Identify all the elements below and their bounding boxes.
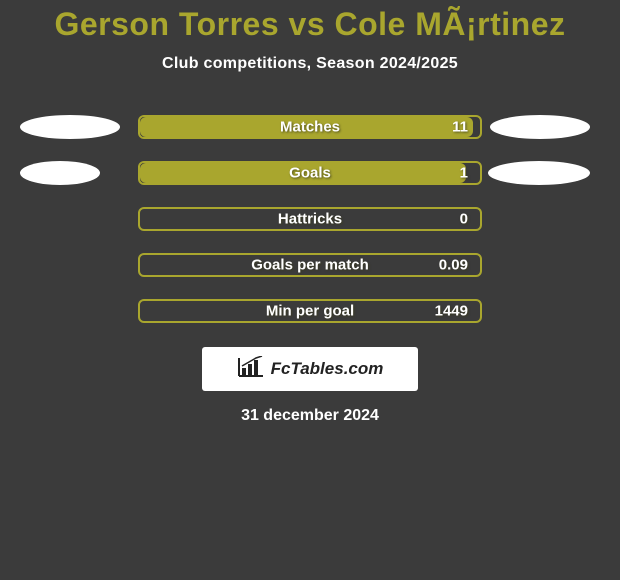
- stat-row: Goals 1: [10, 161, 610, 185]
- stat-value: 11: [452, 119, 468, 136]
- stat-label: Hattricks: [278, 211, 342, 228]
- stat-bar: Min per goal 1449: [138, 299, 482, 323]
- subtitle: Club competitions, Season 2024/2025: [0, 55, 620, 73]
- stat-row: Hattricks 0: [10, 207, 610, 231]
- right-ellipse: [490, 115, 590, 139]
- bar-chart-icon: [237, 356, 265, 383]
- stat-row: Min per goal 1449: [10, 299, 610, 323]
- stat-value: 0: [460, 211, 468, 228]
- page-title: Gerson Torres vs Cole MÃ¡rtinez: [0, 0, 620, 43]
- stat-label: Min per goal: [266, 303, 354, 320]
- stat-bar: Matches 11: [138, 115, 482, 139]
- footer-date: 31 december 2024: [0, 407, 620, 425]
- stat-bar: Hattricks 0: [138, 207, 482, 231]
- logo-box: FcTables.com: [202, 347, 418, 391]
- stat-bar: Goals 1: [138, 161, 482, 185]
- stat-label: Goals per match: [251, 257, 369, 274]
- stat-bar: Goals per match 0.09: [138, 253, 482, 277]
- stat-value: 1: [460, 165, 468, 182]
- stat-value: 0.09: [439, 257, 468, 274]
- comparison-infographic: Gerson Torres vs Cole MÃ¡rtinez Club com…: [0, 0, 620, 580]
- stat-label: Matches: [280, 119, 340, 136]
- stat-value: 1449: [435, 303, 468, 320]
- stat-label: Goals: [289, 165, 331, 182]
- stat-row: Goals per match 0.09: [10, 253, 610, 277]
- stat-rows: Matches 11 Goals 1 Hattricks 0 Goals per match…: [0, 115, 620, 323]
- logo-text: FcTables.com: [271, 359, 384, 379]
- left-ellipse: [20, 115, 120, 139]
- left-ellipse: [20, 161, 100, 185]
- stat-row: Matches 11: [10, 115, 610, 139]
- right-ellipse: [488, 161, 590, 185]
